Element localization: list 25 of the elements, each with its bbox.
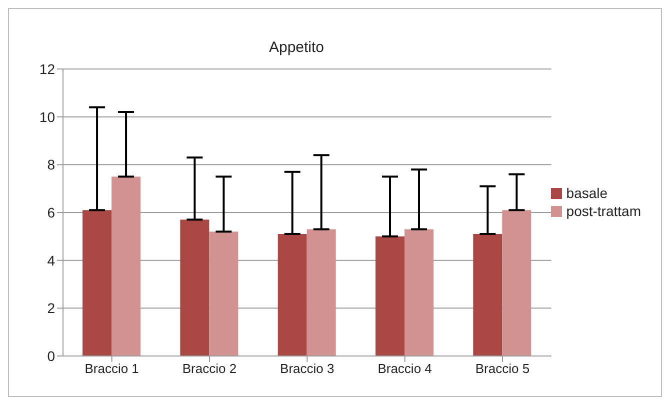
bar [306,229,336,356]
bar [82,210,112,356]
x-tick-label: Braccio 4 [378,361,432,376]
y-tick-label: 8 [47,156,56,173]
x-tick-label: Braccio 5 [475,361,530,376]
y-tick-label: 0 [47,348,56,364]
bar [473,234,502,356]
bar [278,234,307,356]
bar [376,236,405,356]
x-tick-label: Braccio 1 [84,361,139,376]
bar [112,176,141,356]
y-tick-label: 10 [39,108,56,125]
legend-label: basale [566,184,608,200]
bar [180,220,210,356]
bar [209,232,238,356]
x-tick-label: Braccio 2 [182,361,237,376]
y-tick-label: 6 [47,204,56,220]
bar [404,229,434,356]
bar [502,210,532,356]
x-tick-label: Braccio 3 [280,361,334,376]
chart-title: Appetito [268,39,326,56]
legend-label: post-trattam [566,202,641,218]
y-tick-label: 2 [47,300,56,316]
y-tick-label: 12 [39,60,56,77]
y-tick-label: 4 [47,252,56,268]
